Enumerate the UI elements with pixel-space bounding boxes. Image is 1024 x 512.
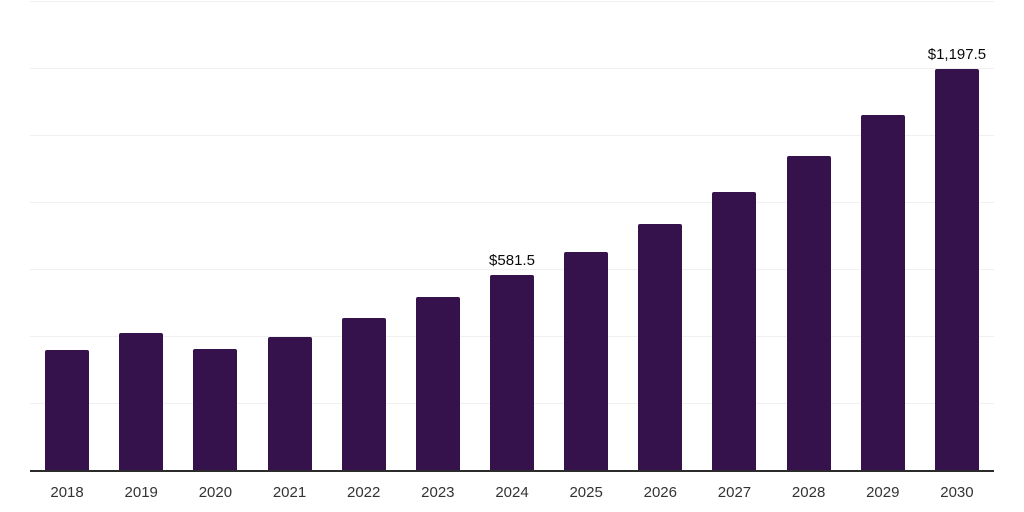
bar-2020 <box>193 349 238 470</box>
x-tick-label-2024: 2024 <box>495 484 529 501</box>
x-tick-label-2030: 2030 <box>940 484 974 501</box>
bar-value-label-2030: $1,197.5 <box>927 45 987 63</box>
x-tick-label-2023: 2023 <box>421 484 455 501</box>
x-tick-label-2018: 2018 <box>50 484 84 501</box>
bar-2029 <box>860 114 905 470</box>
gridline <box>30 1 994 2</box>
bar-2023 <box>415 296 460 470</box>
x-tick-label-2027: 2027 <box>717 484 752 501</box>
bar-2030 <box>934 68 979 470</box>
bar-2028 <box>786 155 831 470</box>
bar-2019 <box>119 333 164 470</box>
bar-value-label-2024: $581.5 <box>489 252 535 270</box>
x-tick-label-2021: 2021 <box>272 484 307 501</box>
x-tick-label-2025: 2025 <box>569 484 603 501</box>
bar-2022 <box>341 318 386 470</box>
gridline <box>30 269 994 270</box>
x-tick-label-2019: 2019 <box>124 484 158 501</box>
plot-area: $581.5 $1,197.5 <box>30 1 994 472</box>
gridline <box>30 202 994 203</box>
bar-2026 <box>638 223 683 470</box>
x-tick-label-2020: 2020 <box>198 484 233 501</box>
bar-2024 <box>490 275 534 470</box>
bar-2021 <box>267 337 312 470</box>
x-tick-label-2029: 2029 <box>866 484 900 501</box>
x-tick-label-2026: 2026 <box>643 484 677 501</box>
x-axis-line <box>30 470 994 472</box>
bar-2027 <box>712 191 757 470</box>
gridline <box>30 68 994 69</box>
bar-2018 <box>45 350 90 470</box>
bar-2025 <box>564 251 609 470</box>
x-tick-label-2022: 2022 <box>347 484 381 501</box>
x-tick-label-2028: 2028 <box>791 484 826 501</box>
gridline <box>30 135 994 136</box>
